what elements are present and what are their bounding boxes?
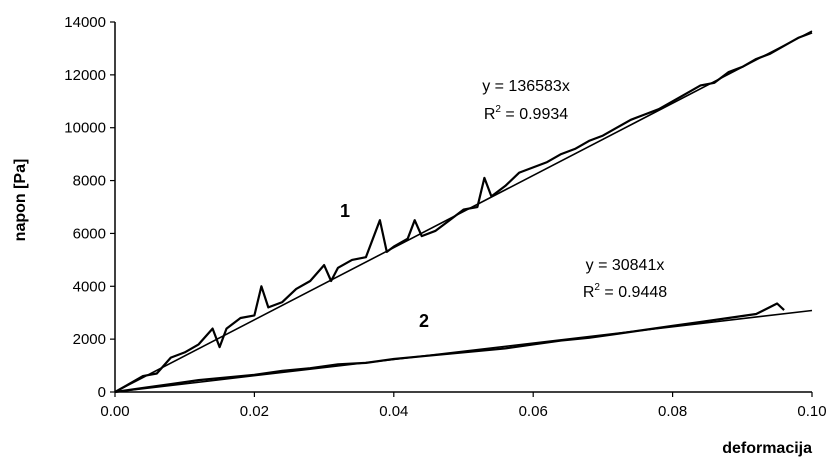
y-tick-label: 8000 (73, 173, 106, 190)
series-2-label: 2 (419, 311, 429, 331)
series-2-r2-value: = 0.9448 (600, 284, 667, 301)
x-tick-label: 0.06 (519, 403, 548, 420)
data-layer (114, 30, 813, 394)
x-tick-label: 0.08 (658, 403, 687, 420)
axes: 0 2000 4000 6000 8000 10000 12000 14000 0.00 0.02… (64, 14, 826, 420)
series-2-r2: R2 = 0.9448 (583, 282, 667, 301)
y-tick-label: 2000 (73, 331, 106, 348)
y-tick-label: 14000 (64, 14, 106, 31)
x-tick-label: 0.04 (379, 403, 408, 420)
y-tick-label: 12000 (64, 67, 106, 84)
y-tick-label: 10000 (64, 120, 106, 137)
x-tick-label: 0.10 (797, 403, 826, 420)
y-tick-label: 0 (98, 384, 106, 401)
series-2-r2-sup: 2 (594, 282, 600, 293)
series-2-fit-equation: y = 30841x (586, 257, 665, 274)
series-1-r2-value: = 0.9934 (501, 106, 568, 123)
series-2-trendline (114, 309, 813, 393)
series-1-label: 1 (340, 201, 350, 221)
x-tick-label: 0.00 (100, 403, 129, 420)
series-2-r2-prefix: R (583, 284, 595, 301)
y-tick-label: 6000 (73, 225, 106, 242)
series-1-r2-prefix: R (484, 106, 496, 123)
series-1-r2: R2 = 0.9934 (484, 104, 568, 123)
series-1-fit-equation: y = 136583x (482, 78, 570, 95)
series-1-line (114, 31, 813, 393)
series-1-trendline (114, 30, 813, 393)
y-axis-title: napon [Pa] (12, 159, 29, 242)
x-axis-title: deformacija (722, 440, 812, 457)
y-tick-label: 4000 (73, 278, 106, 295)
x-tick-label: 0.02 (240, 403, 269, 420)
series-2-line (114, 302, 785, 394)
series-1-r2-sup: 2 (495, 104, 501, 115)
